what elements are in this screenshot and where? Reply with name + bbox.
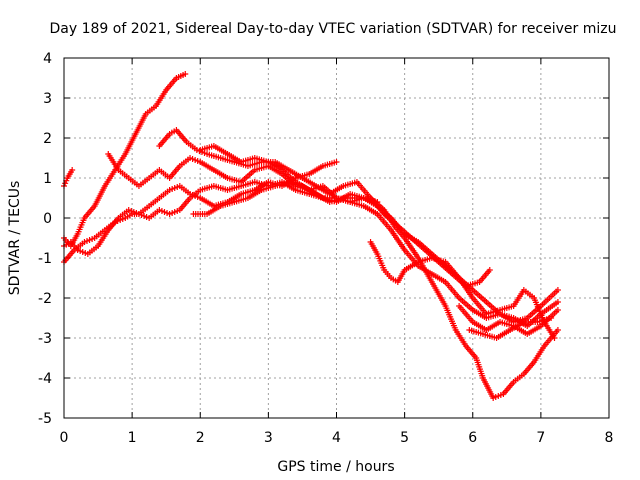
y-tick-label: 0 [43,211,52,227]
series-9 [367,239,558,341]
chart-title: Day 189 of 2021, Sidereal Day-to-day VTE… [50,21,617,37]
y-tick-label: -2 [38,291,52,307]
y-tick-label: -1 [38,251,52,267]
data-point [551,335,558,341]
x-tick-label: 3 [264,430,273,446]
y-tick-label: 1 [43,171,52,187]
data-point [69,167,76,173]
series-6 [156,127,493,289]
data-point [548,315,555,321]
x-tick-label: 2 [196,430,205,446]
plot-frame [63,57,610,419]
series-11 [466,315,555,341]
x-tick-label: 8 [605,430,614,446]
x-tick-label: 4 [332,430,341,446]
x-tick-label: 1 [128,430,137,446]
data-point [486,267,493,273]
x-tick-label: 6 [468,430,477,446]
series-2 [61,167,76,189]
axis-ticks: 0 1 2 3 4 5 6 7 8 -5 -4 -3 -2 -1 0 1 2 3 4 [38,51,613,446]
y-axis-label: SDTVAR / TECUs [7,181,23,296]
series-5 [105,151,561,325]
x-tick-label: 5 [400,430,409,446]
series-10 [456,303,561,337]
y-tick-label: 3 [43,91,52,107]
x-tick-label: 0 [60,430,69,446]
x-axis-label: GPS time / hours [277,459,394,475]
x-tick-label: 7 [536,430,545,446]
data-point [554,287,561,293]
data-point [62,180,69,187]
data-point [554,327,561,333]
data-point [182,71,189,77]
data-point [554,307,561,313]
y-tick-label: 4 [43,51,52,67]
data-point [333,159,340,165]
y-tick-label: -3 [38,331,52,347]
y-tick-label: 2 [43,131,52,147]
y-tick-label: -5 [38,411,52,427]
y-tick-label: -4 [38,371,52,387]
data-series [61,71,561,401]
data-point [554,299,561,305]
